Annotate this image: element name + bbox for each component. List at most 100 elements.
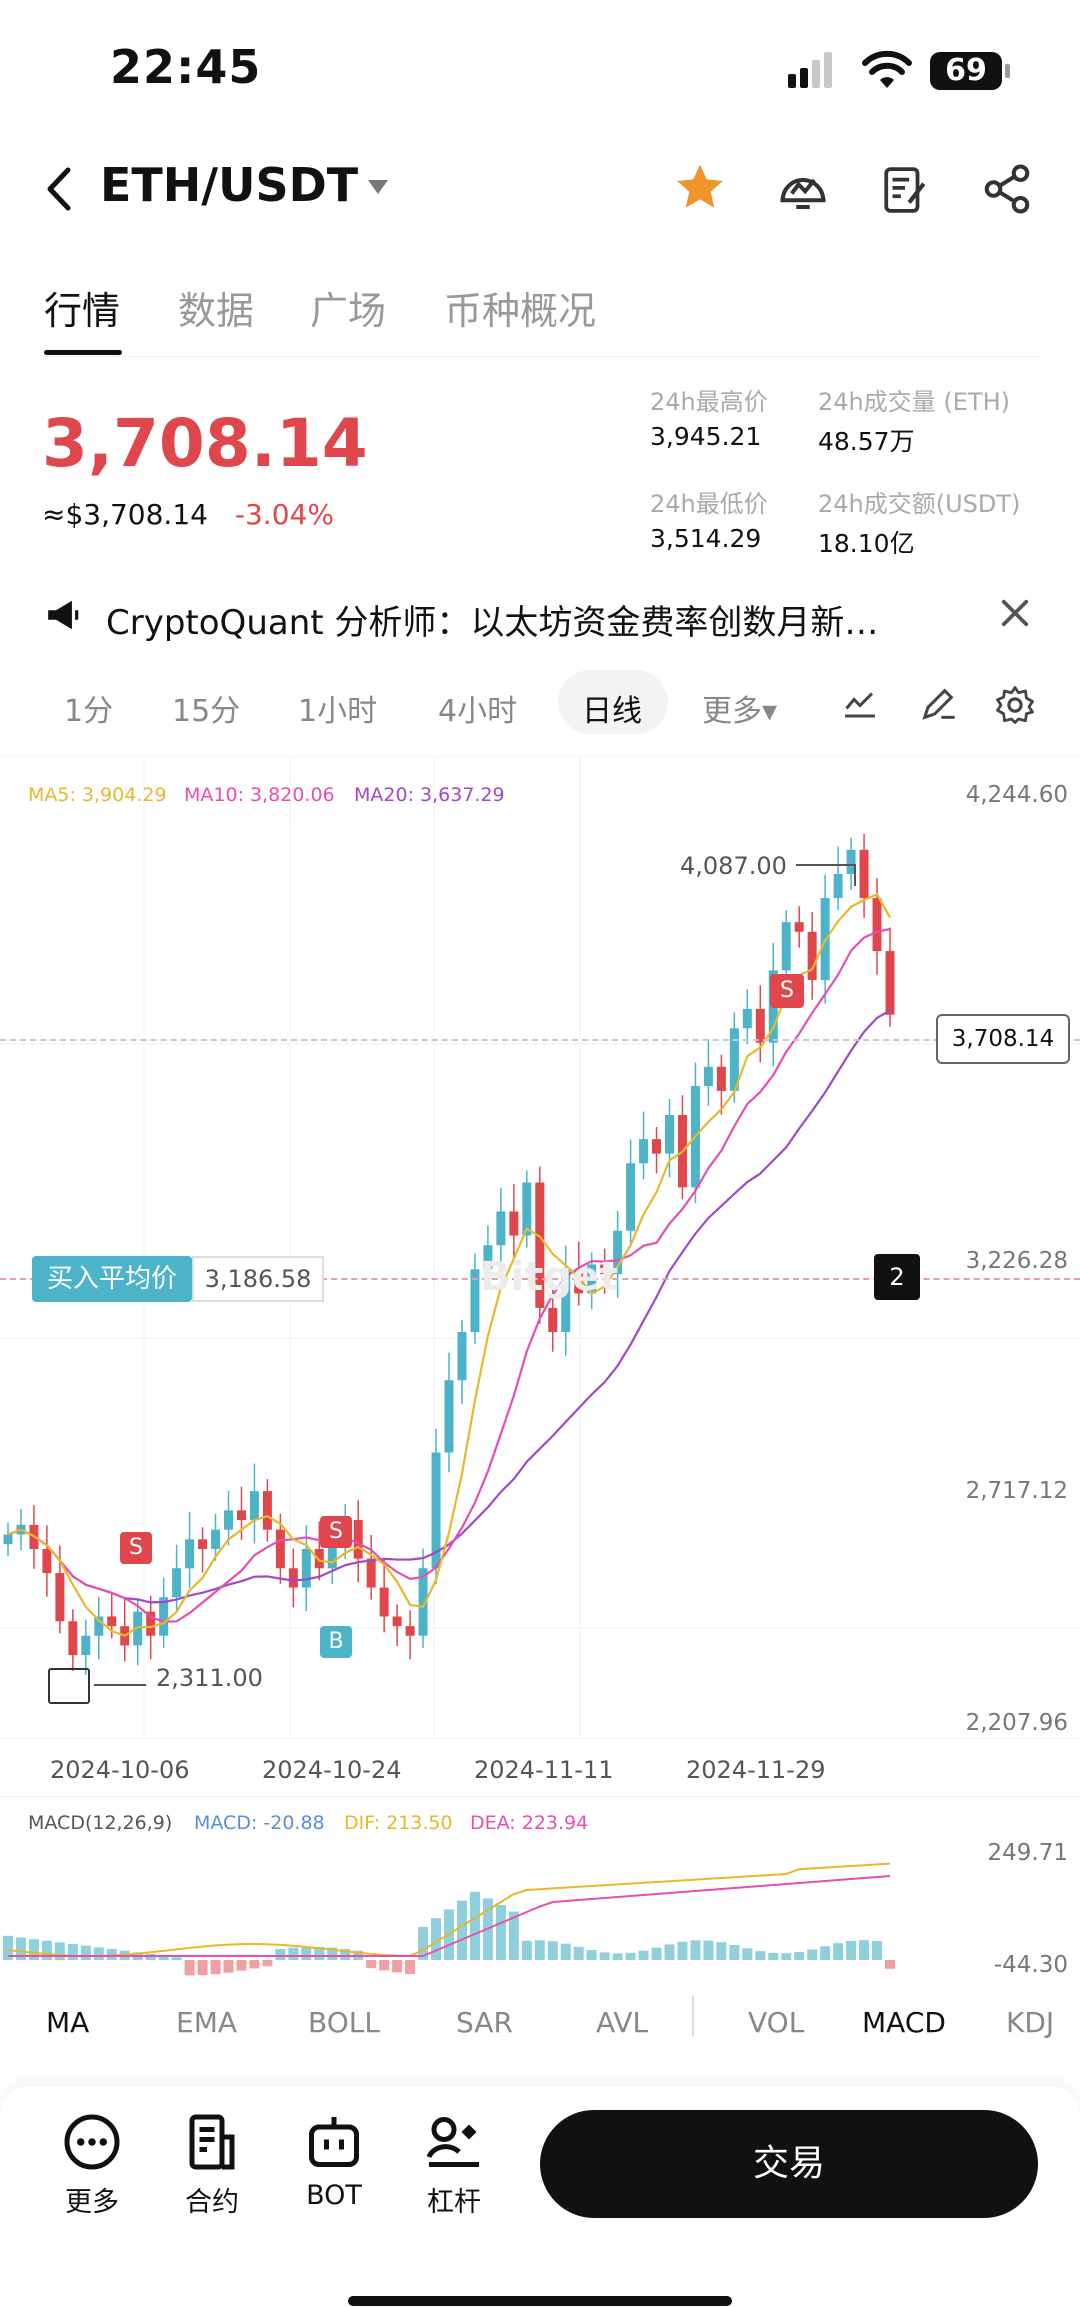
draw-tool-icon[interactable] — [918, 684, 958, 724]
candle — [3, 1534, 13, 1545]
chart-type-icon[interactable] — [840, 686, 880, 722]
macd-bar — [560, 1943, 571, 1960]
interval-4h[interactable]: 4小时 — [438, 694, 518, 729]
interval-15m[interactable]: 15分 — [172, 694, 241, 729]
volume-value: 48.57万 — [818, 427, 915, 456]
nav-more[interactable]: 更多 — [42, 2112, 142, 2219]
candle — [42, 1548, 52, 1574]
macd-bar — [340, 1948, 351, 1960]
sell-marker[interactable]: S — [320, 1516, 352, 1548]
tab-square[interactable]: 广场 — [310, 289, 387, 333]
price-alert-icon[interactable] — [776, 162, 830, 216]
y-tick-label: 2,207.96 — [965, 1710, 1068, 1736]
high-label: 24h最高价 — [650, 388, 768, 416]
tab-market[interactable]: 行情 — [44, 289, 121, 333]
indicator-vol[interactable]: VOL — [748, 2006, 805, 2039]
contract-icon — [189, 2114, 235, 2170]
fullscreen-icon[interactable] — [48, 1668, 90, 1704]
macd-bar — [716, 1942, 727, 1960]
candle — [833, 873, 843, 899]
status-time: 22:45 — [110, 40, 262, 94]
candle — [249, 1491, 259, 1521]
ma20-legend: MA20: 3,637.29 — [354, 784, 505, 806]
interval-daily[interactable]: 日线 — [582, 694, 642, 729]
candle — [626, 1163, 636, 1231]
sell-marker[interactable]: S — [770, 974, 804, 1008]
indicator-ma[interactable]: MA — [46, 2006, 90, 2039]
close-icon[interactable] — [1000, 598, 1030, 628]
ma5-legend: MA5: 3,904.29 — [28, 784, 167, 806]
buy-marker[interactable]: B — [320, 1626, 352, 1658]
macd-bar — [859, 1940, 870, 1960]
news-ticker[interactable]: CryptoQuant 分析师：以太坊资金费率创数月新… — [106, 603, 879, 643]
candle — [665, 1115, 674, 1154]
candle — [600, 1264, 610, 1275]
tab-coin-overview[interactable]: 币种概况 — [444, 289, 597, 333]
pair-title[interactable]: ETH/USDT — [100, 158, 359, 212]
macd-bar — [249, 1960, 260, 1969]
candle — [314, 1548, 324, 1569]
trade-button[interactable]: 交易 — [540, 2110, 1038, 2218]
nav-margin[interactable]: 杠杆 — [404, 2112, 504, 2219]
macd-bar — [521, 1940, 532, 1960]
nav-futures[interactable]: 合约 — [162, 2112, 262, 2219]
current-price-tag: 3,708.14 — [936, 1014, 1070, 1064]
candle — [431, 1452, 441, 1569]
macd-bar — [651, 1947, 662, 1960]
macd-bar — [171, 1957, 182, 1960]
avg-price-label[interactable]: 买入平均价 — [32, 1256, 192, 1302]
indicator-macd[interactable]: MACD — [862, 2006, 946, 2039]
macd-bar — [664, 1944, 675, 1960]
candle — [742, 1008, 752, 1029]
last-price: 3,708.14 — [42, 405, 368, 482]
indicator-ema[interactable]: EMA — [176, 2006, 238, 2039]
candle — [652, 1139, 662, 1154]
candle — [574, 1269, 584, 1294]
candle — [794, 922, 804, 932]
settings-icon[interactable] — [994, 684, 1036, 726]
x-tick-label: 2024-10-06 — [50, 1756, 190, 1784]
indicator-kdj[interactable]: KDJ — [1006, 2006, 1055, 2039]
macd-bar — [366, 1960, 377, 1969]
macd-bar — [184, 1960, 195, 1976]
share-icon[interactable] — [980, 162, 1034, 216]
candlestick-chart[interactable] — [0, 756, 1080, 1756]
macd-bar — [431, 1918, 442, 1960]
macd-bar — [469, 1891, 480, 1960]
interval-1m[interactable]: 1分 — [64, 694, 114, 729]
nav-bot[interactable]: BOT — [284, 2112, 384, 2211]
macd-chart — [3, 1862, 895, 1976]
tab-data[interactable]: 数据 — [178, 289, 255, 333]
position-count-badge[interactable]: 2 — [874, 1254, 920, 1300]
amount-label: 24h成交额(USDT) — [818, 490, 1021, 518]
notes-icon[interactable] — [880, 164, 930, 216]
indicator-boll[interactable]: BOLL — [308, 2006, 380, 2039]
nav-more-label: 更多 — [65, 2187, 119, 2218]
divider — [44, 356, 1040, 357]
caret-down-icon[interactable] — [366, 178, 390, 196]
macd-value: MACD: -20.88 — [194, 1812, 325, 1834]
candle — [872, 898, 882, 952]
candle — [146, 1611, 156, 1636]
macd-bar — [379, 1960, 390, 1971]
ma10-line — [7, 927, 891, 1623]
macd-axis-bottom: -44.30 — [993, 1952, 1068, 1978]
macd-bar — [223, 1960, 234, 1973]
interval-1h[interactable]: 1小时 — [298, 694, 378, 729]
candle — [535, 1182, 545, 1308]
low-label: 24h最低价 — [650, 490, 768, 518]
interval-more[interactable]: 更多▾ — [702, 694, 778, 729]
indicator-avl[interactable]: AVL — [596, 2006, 649, 2039]
macd-bar — [599, 1952, 610, 1960]
candle — [107, 1616, 117, 1627]
back-icon[interactable] — [44, 166, 74, 212]
candle — [781, 922, 791, 971]
candle — [859, 849, 869, 899]
candle — [885, 951, 895, 1015]
indicator-sar[interactable]: SAR — [456, 2006, 513, 2039]
macd-bar — [781, 1953, 792, 1960]
macd-bar — [677, 1941, 688, 1960]
sell-marker[interactable]: S — [120, 1532, 152, 1564]
dea-line — [8, 1875, 891, 1957]
star-icon[interactable] — [672, 160, 728, 216]
